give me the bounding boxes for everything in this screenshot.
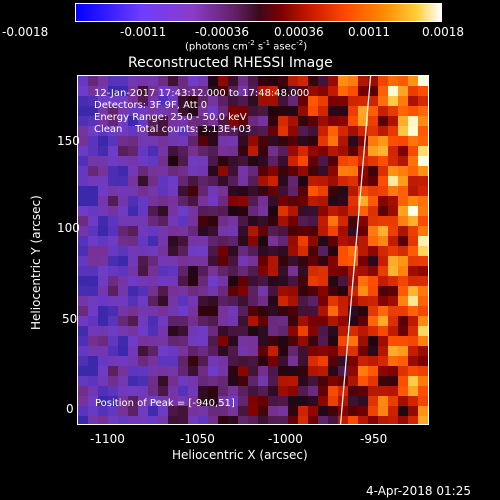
footer-date: 4-Apr-2018 01:25	[366, 484, 471, 498]
units-text: s	[254, 41, 264, 53]
colorbar-tick: -0.0011	[120, 25, 167, 39]
y-tick: 100	[57, 221, 80, 235]
x-axis-label: Heliocentric X (arcsec)	[172, 448, 308, 462]
y-tick: 150	[57, 134, 80, 148]
rhessi-image	[77, 75, 429, 425]
colorbar-tick: -0.0018	[2, 25, 49, 39]
units-exp: -2	[296, 39, 304, 47]
x-tick: -950	[360, 432, 388, 446]
x-tick: -1000	[268, 432, 303, 446]
units-text: asec	[270, 41, 297, 53]
plot-title: Reconstructed RHESSI Image	[128, 55, 333, 71]
y-axis-label: Heliocentric Y (arcsec)	[29, 195, 43, 330]
colorbar-tick: 0.00036	[274, 25, 324, 39]
y-tick: 0	[66, 402, 74, 416]
x-tick: -1100	[90, 432, 125, 446]
units-text: (photons cm	[185, 41, 248, 53]
info-energy: Energy Range: 25.0 - 50.0 keV	[94, 112, 247, 123]
y-tick: 50	[62, 312, 78, 326]
units-exp: -2	[247, 39, 255, 47]
peak-position-label: Position of Peak = [-940,51]	[95, 398, 235, 409]
units-exp: -1	[263, 39, 271, 47]
info-detectors: Detectors: 3F 9F, Att 0	[94, 100, 208, 111]
colorbar	[75, 3, 442, 22]
colorbar-tick: 0.0011	[348, 25, 390, 39]
info-time: 12-Jan-2017 17:43:12.000 to 17:48:48.000	[94, 88, 310, 99]
colorbar-tick: -0.00036	[195, 25, 249, 39]
info-block: 12-Jan-2017 17:43:12.000 to 17:48:48.000…	[94, 88, 309, 136]
units-text: )	[303, 41, 308, 53]
heatmap	[78, 76, 428, 424]
colorbar-tick: 0.0018	[422, 25, 464, 39]
colorbar-units: (photons cm-2 s-1 asec-2)	[185, 39, 307, 52]
info-counts: Clean Total counts: 3.13E+03	[94, 124, 252, 135]
x-tick: -1050	[180, 432, 215, 446]
solar-limb-line	[340, 76, 372, 424]
